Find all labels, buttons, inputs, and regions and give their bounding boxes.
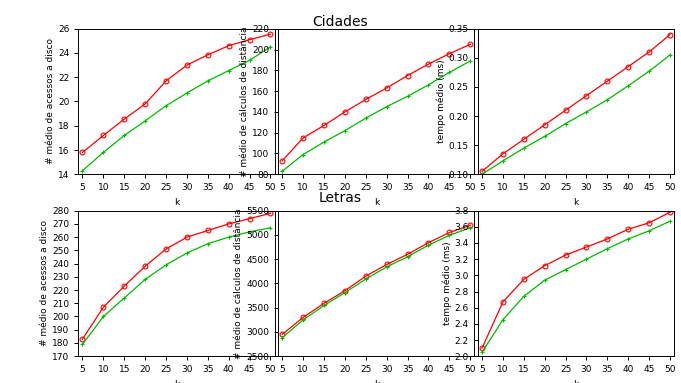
Y-axis label: # médio de cálculos de distância: # médio de cálculos de distância bbox=[240, 26, 249, 177]
X-axis label: k: k bbox=[174, 380, 179, 383]
X-axis label: k: k bbox=[573, 198, 579, 207]
X-axis label: k: k bbox=[374, 380, 379, 383]
X-axis label: k: k bbox=[573, 380, 579, 383]
Text: Cidades: Cidades bbox=[313, 15, 368, 29]
Y-axis label: # médio de acessos a disco: # médio de acessos a disco bbox=[40, 221, 49, 346]
Y-axis label: tempo médio (ms): tempo médio (ms) bbox=[442, 242, 452, 325]
Text: Letras: Letras bbox=[319, 192, 362, 206]
X-axis label: k: k bbox=[174, 198, 179, 207]
Y-axis label: # médio de acessos a disco: # médio de acessos a disco bbox=[46, 39, 55, 164]
X-axis label: k: k bbox=[374, 198, 379, 207]
Y-axis label: # médio de cálculos de distância: # médio de cálculos de distância bbox=[234, 208, 243, 358]
Y-axis label: tempo médio (ms): tempo médio (ms) bbox=[437, 60, 446, 143]
